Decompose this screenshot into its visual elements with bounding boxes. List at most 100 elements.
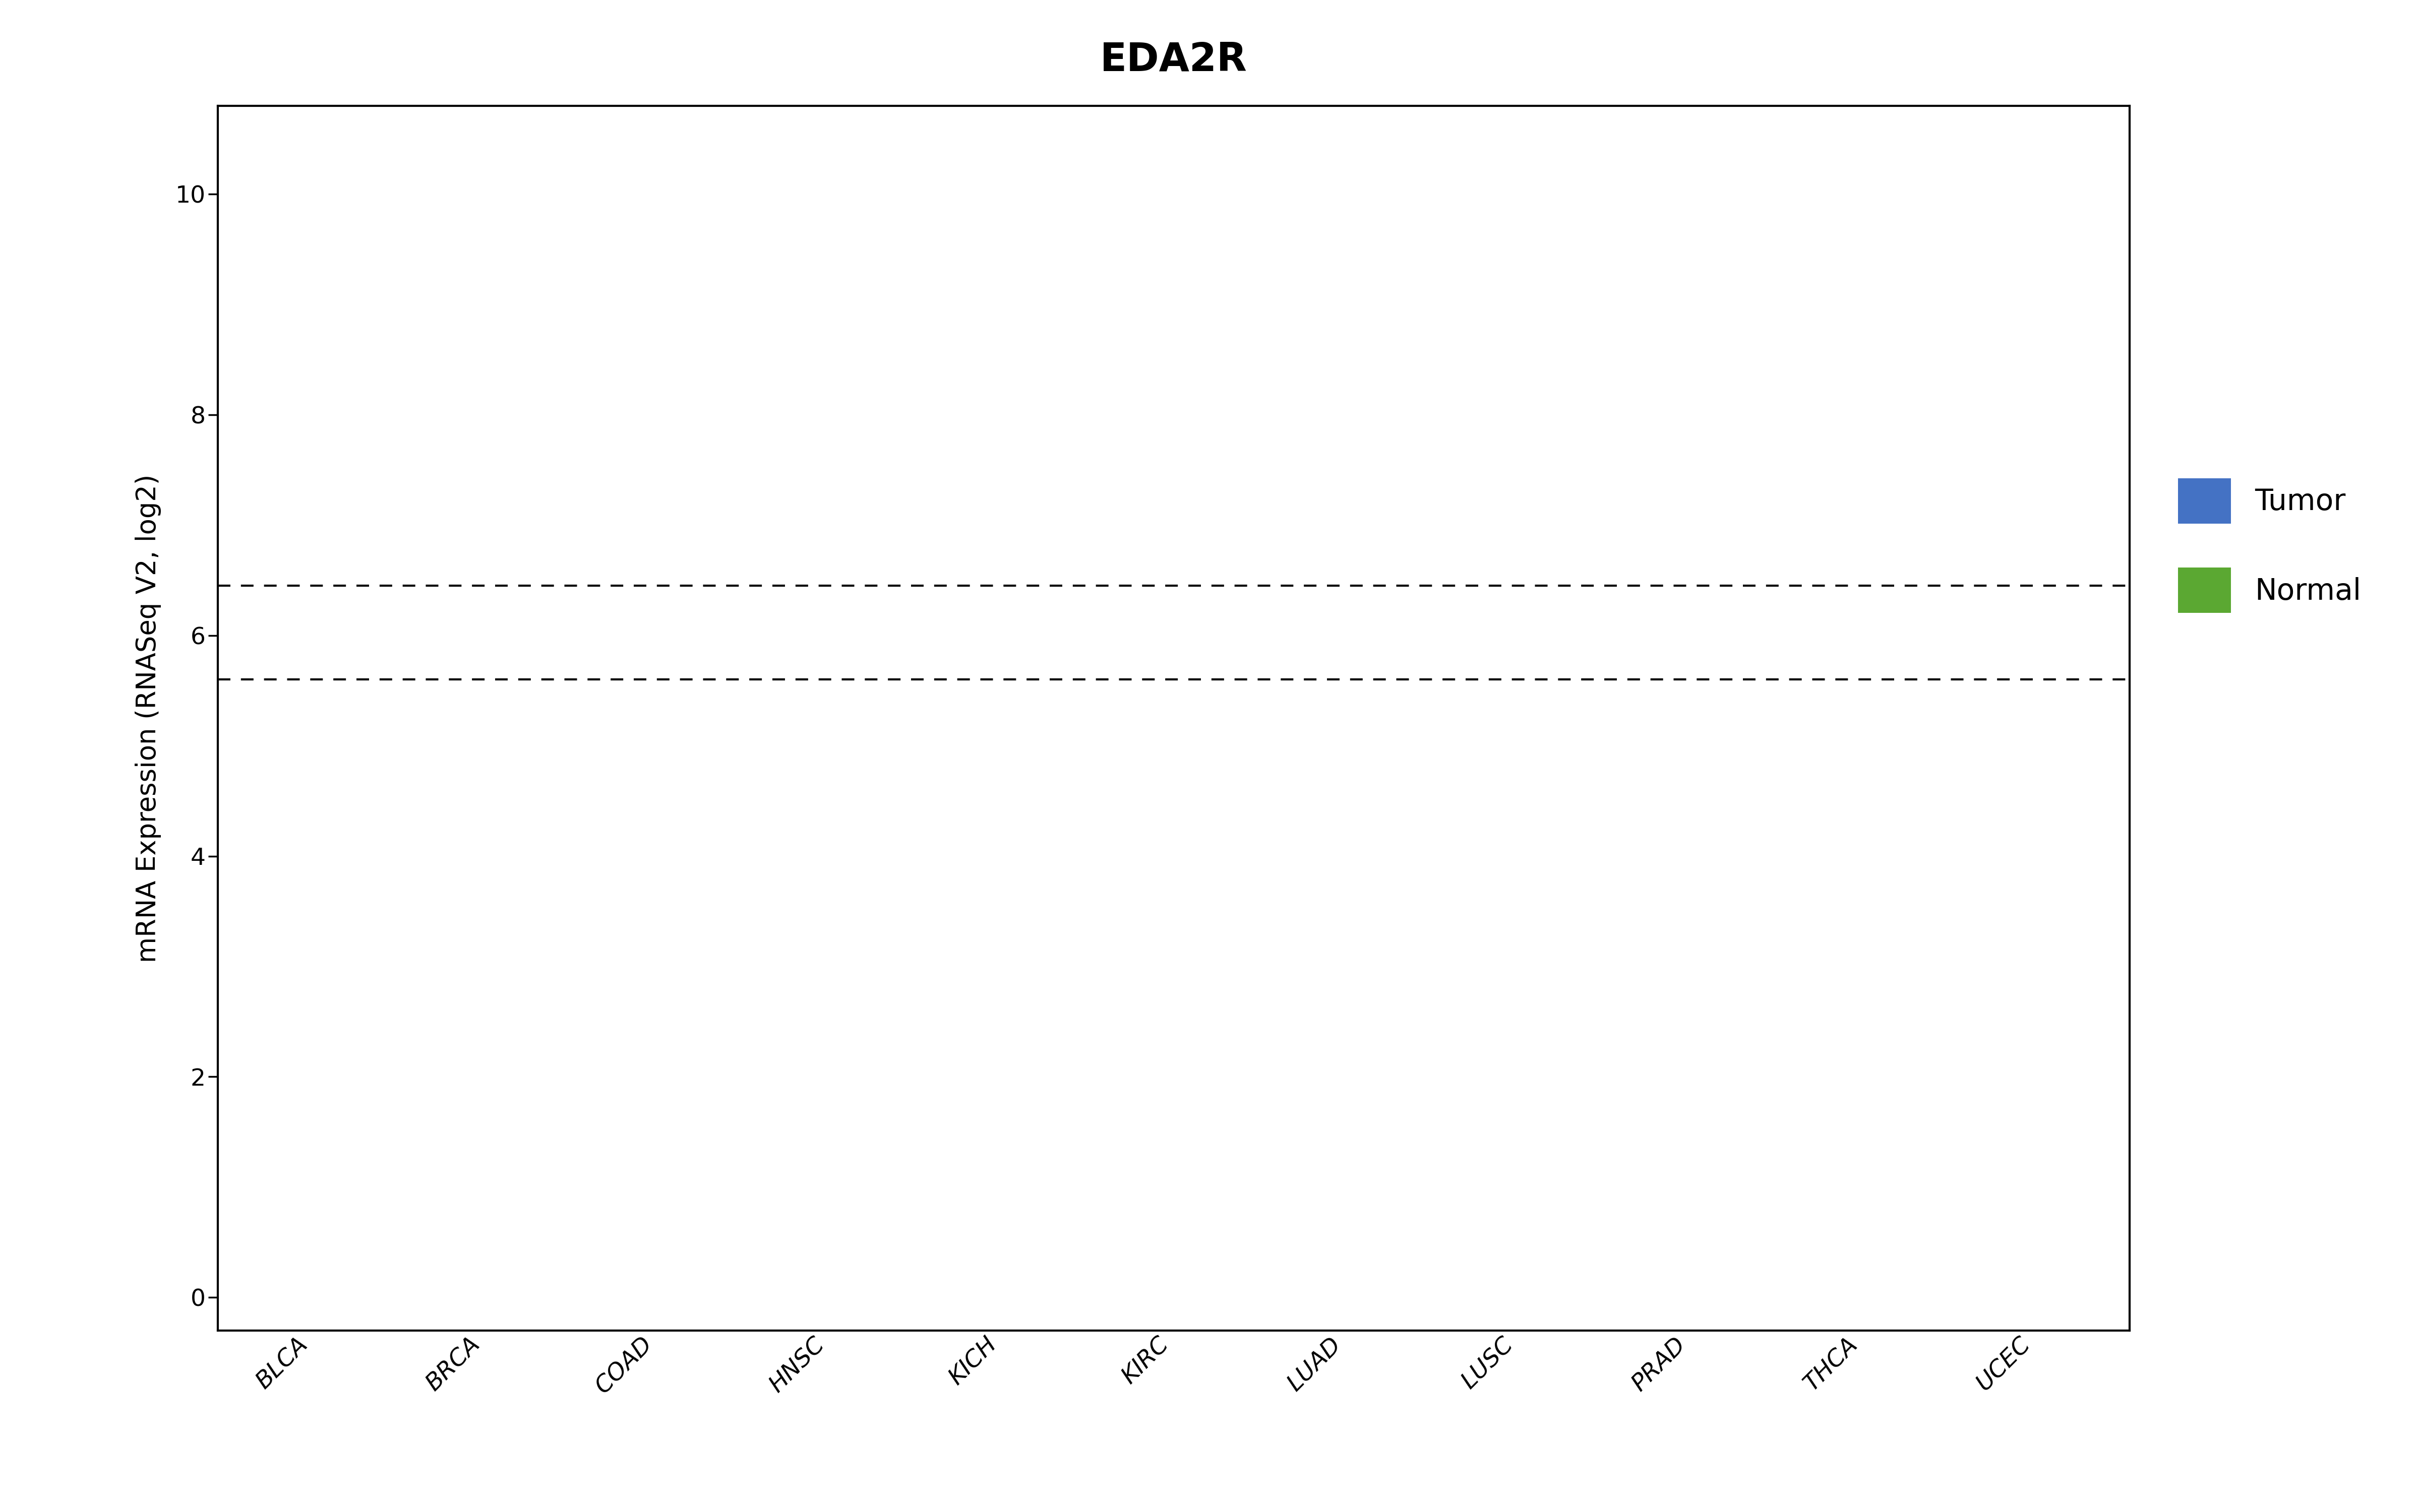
Point bbox=[770, 699, 808, 723]
Point bbox=[1457, 632, 1496, 656]
Point bbox=[610, 631, 649, 655]
Point bbox=[1128, 650, 1166, 674]
Point bbox=[777, 634, 816, 658]
Point bbox=[424, 1012, 462, 1036]
Point bbox=[269, 578, 307, 602]
Point bbox=[1641, 764, 1679, 788]
Point bbox=[1810, 407, 1849, 431]
Point bbox=[789, 655, 828, 679]
Point bbox=[445, 903, 484, 927]
Point bbox=[1822, 562, 1861, 587]
Point bbox=[1358, 479, 1396, 503]
Point bbox=[426, 673, 465, 697]
Point bbox=[252, 664, 290, 688]
Point bbox=[1711, 472, 1750, 496]
Point bbox=[1133, 494, 1171, 519]
Point bbox=[774, 597, 813, 621]
Point bbox=[1469, 664, 1508, 688]
Point bbox=[440, 540, 479, 564]
Point bbox=[1641, 709, 1679, 733]
Point bbox=[1118, 655, 1157, 679]
Point bbox=[436, 877, 474, 901]
Point bbox=[1292, 476, 1331, 500]
Point bbox=[266, 590, 305, 614]
Point bbox=[617, 655, 656, 679]
Point bbox=[1014, 646, 1053, 670]
Point bbox=[436, 871, 474, 895]
Point bbox=[1186, 777, 1225, 801]
Point bbox=[1128, 520, 1166, 544]
Point bbox=[1307, 894, 1346, 918]
Point bbox=[1120, 705, 1159, 729]
Point bbox=[428, 650, 467, 674]
Point bbox=[424, 437, 462, 461]
Point bbox=[617, 807, 656, 832]
Point bbox=[1810, 652, 1849, 676]
Point bbox=[1292, 594, 1331, 618]
Point bbox=[1014, 617, 1053, 641]
Point bbox=[789, 933, 828, 957]
Point bbox=[772, 748, 811, 773]
Point bbox=[678, 712, 716, 736]
Point bbox=[1982, 499, 2021, 523]
Point bbox=[1984, 600, 2023, 624]
Point bbox=[1636, 756, 1675, 780]
Point bbox=[779, 541, 818, 565]
Point bbox=[273, 863, 312, 888]
Point bbox=[1984, 603, 2023, 627]
Point bbox=[252, 832, 290, 856]
Point bbox=[1984, 460, 2023, 484]
Point bbox=[1711, 562, 1750, 587]
Point bbox=[1300, 674, 1338, 699]
Point bbox=[1469, 531, 1508, 555]
Point bbox=[426, 614, 465, 638]
Point bbox=[1808, 727, 1846, 751]
Point bbox=[1636, 467, 1675, 491]
Point bbox=[1643, 476, 1682, 500]
Point bbox=[1539, 564, 1578, 588]
Point bbox=[426, 579, 465, 603]
Point bbox=[789, 576, 828, 600]
Point bbox=[1113, 694, 1152, 718]
Point bbox=[445, 816, 484, 841]
Point bbox=[261, 680, 300, 705]
Point bbox=[1295, 780, 1333, 804]
Point bbox=[1285, 835, 1324, 859]
Point bbox=[1474, 758, 1512, 782]
Point bbox=[1650, 650, 1689, 674]
Point bbox=[1133, 782, 1171, 806]
Point bbox=[436, 892, 474, 916]
Point bbox=[266, 529, 305, 553]
Point bbox=[1701, 519, 1740, 543]
Point bbox=[438, 705, 477, 729]
Point bbox=[1302, 741, 1341, 765]
Point bbox=[1469, 550, 1508, 575]
Point bbox=[849, 751, 888, 776]
Point bbox=[1701, 523, 1740, 547]
Point bbox=[1650, 514, 1689, 538]
Point bbox=[1300, 777, 1338, 801]
Point bbox=[832, 753, 871, 777]
Point bbox=[1817, 620, 1856, 644]
Point bbox=[1975, 452, 2013, 476]
Point bbox=[431, 513, 469, 537]
Point bbox=[443, 732, 482, 756]
Point bbox=[1457, 641, 1496, 665]
Point bbox=[1820, 410, 1859, 434]
Point bbox=[1975, 721, 2013, 745]
Point bbox=[770, 872, 808, 897]
Point bbox=[840, 686, 878, 711]
Point bbox=[1285, 579, 1324, 603]
Point bbox=[264, 699, 302, 723]
Point bbox=[772, 809, 811, 833]
Point bbox=[436, 578, 474, 602]
Point bbox=[1646, 585, 1684, 609]
Point bbox=[1021, 402, 1060, 426]
Point bbox=[273, 386, 312, 410]
Point bbox=[1980, 520, 2018, 544]
Point bbox=[617, 584, 656, 608]
Point bbox=[1113, 455, 1152, 479]
Point bbox=[431, 679, 469, 703]
Point bbox=[772, 635, 811, 659]
Point bbox=[1650, 549, 1689, 573]
